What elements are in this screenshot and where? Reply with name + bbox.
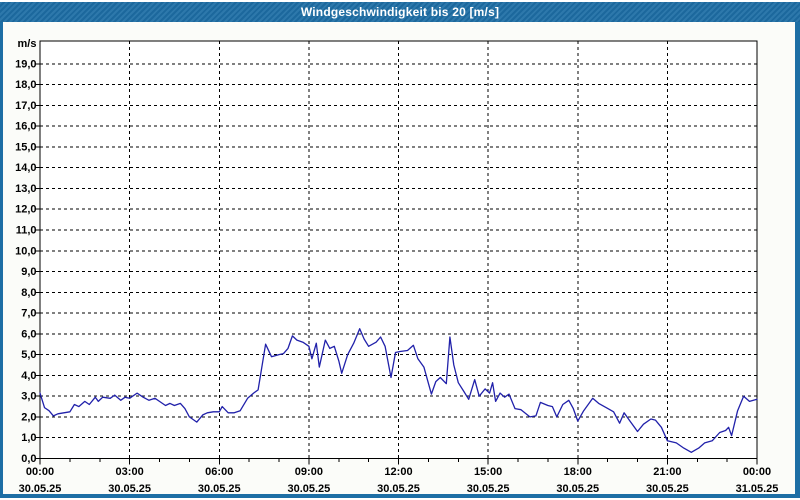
y-axis-label: 10,0	[15, 245, 36, 257]
x-axis-date-label: 30.05.25	[556, 483, 599, 495]
x-axis-time-label: 12:00	[384, 466, 412, 478]
y-axis-label: 1,0	[21, 432, 36, 444]
title-bar: Windgeschwindigkeit bis 20 [m/s]	[0, 2, 800, 22]
y-axis-label: 11,0	[16, 224, 37, 236]
x-axis-date-label: 30.05.25	[377, 483, 420, 495]
y-axis-label: 16,0	[15, 121, 36, 133]
y-axis-label: 17,0	[15, 100, 36, 112]
x-axis-date-label: 30.05.25	[108, 483, 151, 495]
y-axis-label: 2,0	[21, 411, 36, 423]
y-axis-label: 4,0	[21, 370, 36, 382]
x-axis-date-label: 30.05.25	[646, 483, 689, 495]
y-axis-label: 9,0	[21, 266, 36, 278]
x-axis-time-label: 06:00	[205, 466, 233, 478]
x-axis-time-label: 00:00	[743, 466, 771, 478]
y-axis-label: 3,0	[21, 391, 36, 403]
y-axis-label: 19,0	[15, 58, 36, 70]
x-axis-date-label: 30.05.25	[287, 483, 330, 495]
y-axis-label: 6,0	[21, 328, 36, 340]
y-axis-label: 0,0	[21, 453, 36, 465]
x-axis-date-label: 30.05.25	[19, 483, 62, 495]
y-axis-label: 8,0	[21, 287, 36, 299]
y-axis-unit-label: m/s	[18, 38, 37, 50]
x-axis-time-label: 09:00	[295, 466, 323, 478]
x-axis-time-label: 00:00	[26, 466, 54, 478]
y-axis-label: 14,0	[15, 162, 36, 174]
x-axis-time-label: 03:00	[116, 466, 144, 478]
wind-speed-line	[39, 328, 758, 453]
y-axis-label: 15,0	[15, 141, 36, 153]
y-axis-label: 13,0	[15, 183, 36, 195]
y-axis-label: 12,0	[15, 204, 36, 216]
chart-title: Windgeschwindigkeit bis 20 [m/s]	[300, 5, 500, 19]
x-axis-date-label: 30.05.25	[198, 483, 241, 495]
x-axis-date-label: 30.05.25	[467, 483, 510, 495]
y-axis-label: 18,0	[15, 79, 36, 91]
x-axis-date-label: 31.05.25	[736, 483, 779, 495]
x-axis-time-label: 21:00	[653, 466, 681, 478]
x-axis-time-label: 15:00	[474, 466, 502, 478]
plot-area	[39, 40, 758, 459]
x-axis-time-label: 18:00	[564, 466, 592, 478]
y-axis-label: 7,0	[21, 308, 36, 320]
y-axis-label: 5,0	[21, 349, 36, 361]
